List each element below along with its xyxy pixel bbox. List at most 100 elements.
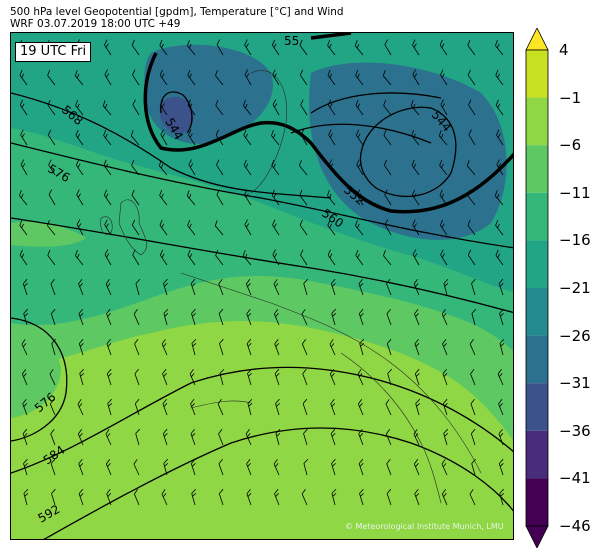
- wind-barb: [78, 338, 84, 356]
- wind-barb: [386, 488, 392, 506]
- wind-barb: [275, 398, 280, 416]
- wind-barb: [19, 99, 28, 116]
- wind-barb: [215, 129, 224, 146]
- wind-barb: [132, 69, 140, 86]
- contour-584: [11, 217, 513, 314]
- wind-barb: [76, 219, 84, 236]
- wind-barb: [383, 99, 392, 116]
- wind-barb: [187, 249, 196, 266]
- wind-barb: [247, 368, 252, 386]
- wind-barb: [495, 219, 504, 236]
- coastline-italy: [340, 352, 442, 504]
- wind-barb: [300, 129, 308, 146]
- wind-barb: [299, 39, 308, 56]
- wind-barb: [299, 160, 308, 176]
- coastline-continent: [180, 272, 482, 474]
- wind-barb: [271, 39, 280, 56]
- wind-barb: [497, 369, 504, 386]
- wind-barb: [107, 398, 113, 416]
- wind-barb: [78, 278, 84, 296]
- wind-barb: [386, 458, 392, 476]
- wind-barb: [467, 249, 476, 266]
- wind-barb: [274, 488, 280, 506]
- wind-barb: [243, 129, 252, 146]
- wind-barb: [471, 458, 476, 476]
- wind-barb: [467, 69, 476, 86]
- wind-barb: [132, 99, 140, 116]
- wind-barb: [215, 70, 224, 86]
- model-run-info: WRF 03.07.2019 18:00 UTC +49: [10, 18, 181, 30]
- wind-barb: [50, 458, 56, 476]
- geopotential-contours: [11, 91, 513, 539]
- contour-592: [43, 427, 513, 539]
- wind-barb: [104, 69, 112, 86]
- wind-barb: [466, 160, 476, 176]
- wind-barb: [356, 159, 364, 176]
- wind-barb: [498, 428, 504, 446]
- coastline-ireland: [100, 216, 113, 235]
- wind-barb: [163, 278, 168, 296]
- wind-barb: [411, 189, 420, 206]
- wind-barb: [244, 189, 252, 206]
- wind-barb: [495, 40, 504, 56]
- wind-barb: [443, 278, 449, 296]
- wind-barb: [218, 488, 224, 506]
- wind-barb: [132, 249, 140, 266]
- wind-barb: [467, 189, 476, 206]
- wind-barb: [19, 219, 28, 236]
- wind-barb: [274, 338, 280, 356]
- colorbar-band: [526, 478, 548, 526]
- wind-barb: [217, 399, 224, 416]
- wind-barb: [467, 219, 476, 236]
- wind-barb: [442, 338, 448, 356]
- wind-barb: [358, 458, 364, 476]
- wind-barb: [247, 398, 253, 416]
- wind-barb: [159, 69, 168, 86]
- wind-barb: [414, 308, 420, 326]
- wind-barb: [51, 488, 56, 506]
- wind-barb: [386, 338, 392, 356]
- wind-barb: [133, 459, 140, 476]
- wind-barb: [218, 428, 224, 446]
- wind-barb: [439, 39, 448, 56]
- wind-barb: [47, 99, 56, 116]
- contour-544-ne: [359, 106, 457, 198]
- copyright-notice: © Meteorological Institute Munich, LMU: [345, 522, 504, 531]
- wind-barb: [133, 309, 140, 326]
- forecast-time-badge: 19 UTC Fri: [15, 42, 92, 62]
- wind-barb: [355, 69, 364, 86]
- wind-barb: [439, 159, 448, 176]
- wind-barb: [499, 488, 505, 506]
- wind-barb: [191, 488, 197, 506]
- wind-barb: [275, 428, 281, 446]
- wind-barb: [20, 129, 28, 146]
- wind-barb: [51, 338, 56, 356]
- wind-barb: [470, 398, 476, 416]
- wind-barb: [105, 279, 112, 296]
- mild-patch-sw: [11, 332, 61, 418]
- wind-barb: [47, 220, 56, 236]
- wind-barb: [468, 129, 476, 146]
- wind-barb: [106, 488, 112, 506]
- wind-barb: [162, 368, 168, 386]
- wind-barb: [159, 39, 168, 56]
- wind-barb: [219, 338, 224, 356]
- wind-barb: [357, 369, 364, 386]
- wind-barb: [413, 459, 420, 476]
- wind-barb: [133, 489, 140, 506]
- wind-barb: [21, 369, 28, 386]
- wind-barb: [359, 488, 364, 506]
- wind-barb: [75, 99, 84, 116]
- wind-barb: [301, 309, 308, 326]
- colorbar-tick-label: −16: [559, 231, 591, 250]
- colorbar-band: [526, 240, 548, 288]
- wind-barb: [385, 429, 392, 446]
- wind-barb: [75, 159, 84, 176]
- thick-contour-552: [143, 52, 513, 214]
- coastlines: [100, 70, 482, 504]
- wind-barb: [50, 308, 56, 326]
- wind-barb: [495, 99, 504, 116]
- wind-barb: [22, 428, 28, 446]
- wind-barb: [471, 278, 476, 296]
- wind-barb: [50, 428, 56, 446]
